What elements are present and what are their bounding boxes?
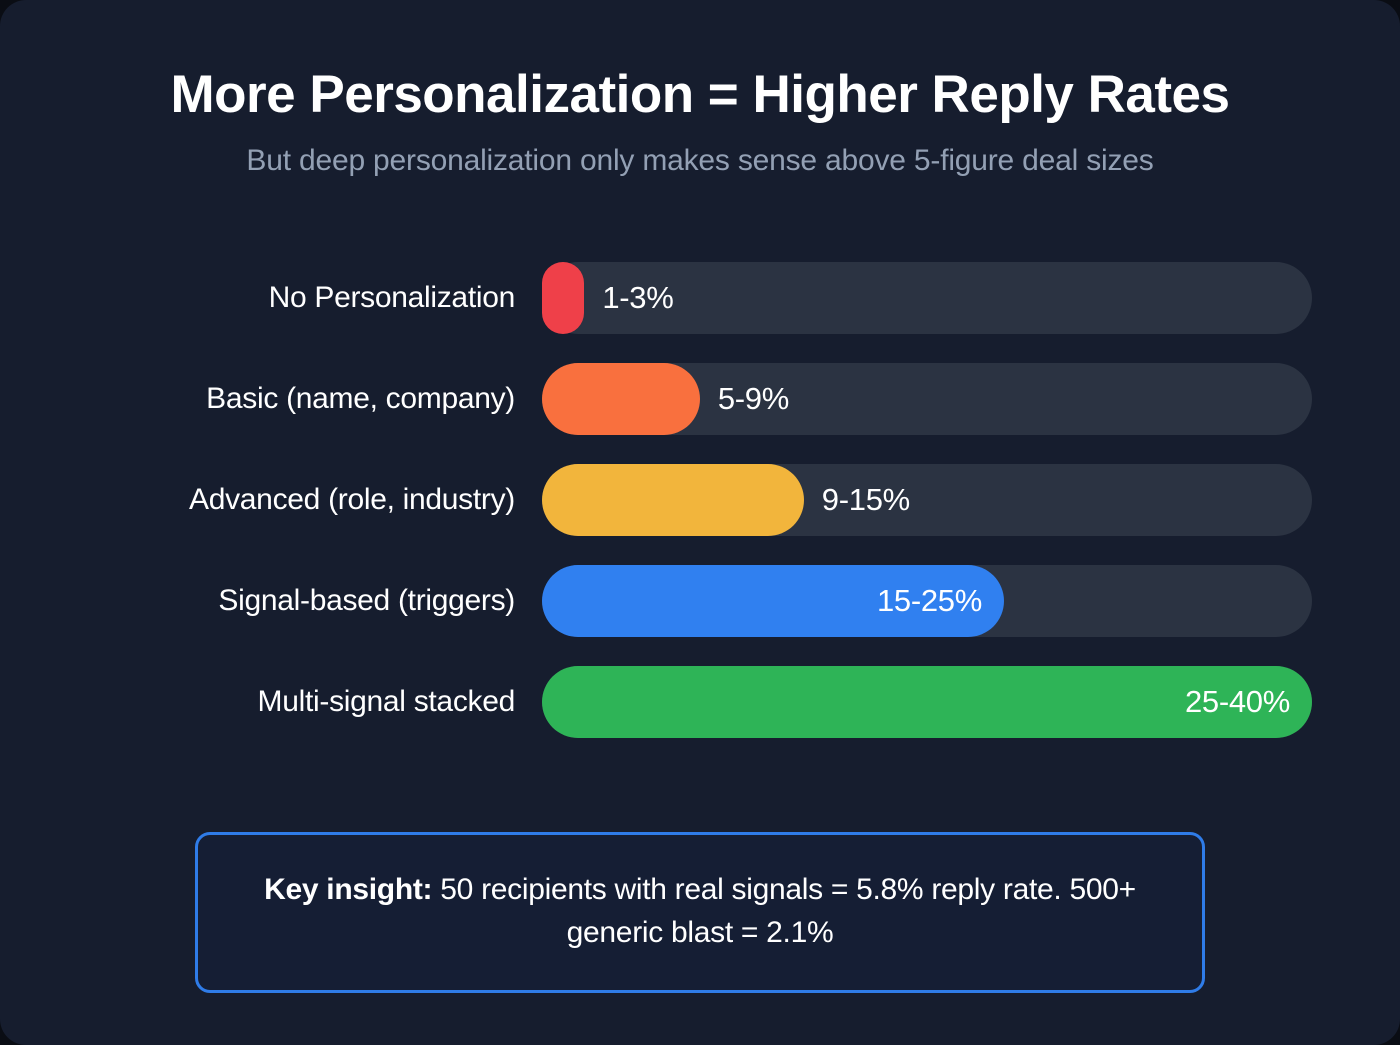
chart-title: More Personalization = Higher Reply Rate…: [170, 65, 1230, 124]
bar-track: 25-40%: [542, 666, 1312, 738]
bar-value-label: 9-15%: [821, 482, 910, 517]
bar-value-label: 5-9%: [717, 381, 790, 416]
key-insight-body: 50 recipients with real signals = 5.8% r…: [432, 873, 1136, 949]
bar-track: 15-25%: [542, 565, 1312, 637]
bar-row: Signal-based (triggers) 15-25%: [0, 565, 1400, 637]
bar-chart: No Personalization 1-3% Basic (name, compa…: [0, 262, 1400, 767]
bar-fill: 15-25%: [542, 565, 1004, 637]
bar-row: Advanced (role, industry) 9-15%: [0, 464, 1400, 536]
key-insight-lead: Key insight:: [264, 873, 433, 906]
bar-fill: 25-40%: [542, 666, 1312, 738]
key-insight-callout: Key insight: 50 recipients with real sig…: [195, 832, 1205, 994]
bar-row: Multi-signal stacked 25-40%: [0, 666, 1400, 738]
bar-value-label: 15-25%: [876, 583, 982, 618]
bar-value-label: 1-3%: [602, 280, 674, 315]
bar-fill: 1-3%: [542, 262, 674, 334]
key-insight-text: Key insight: 50 recipients with real sig…: [228, 869, 1172, 954]
bar-row: Basic (name, company) 5-9%: [0, 363, 1400, 435]
bar-category-label: Basic (name, company): [206, 382, 515, 415]
bar-track: 5-9%: [542, 363, 1312, 435]
chart-subtitle: But deep personalization only makes sens…: [246, 144, 1154, 178]
bar-category-label: Advanced (role, industry): [189, 483, 515, 516]
bar-category-label: Multi-signal stacked: [257, 685, 516, 718]
bar-row: No Personalization 1-3%: [0, 262, 1400, 334]
bar-fill: 5-9%: [542, 363, 789, 435]
bar-track: 1-3%: [542, 262, 1312, 334]
bar-category-label: Signal-based (triggers): [218, 584, 515, 617]
chart-header: More Personalization = Higher Reply Rate…: [0, 0, 1400, 177]
bar-value-label: 25-40%: [1184, 684, 1290, 719]
bar-track: 9-15%: [542, 464, 1312, 536]
bar-fill: 9-15%: [542, 464, 910, 536]
bar-category-label: No Personalization: [268, 281, 516, 314]
